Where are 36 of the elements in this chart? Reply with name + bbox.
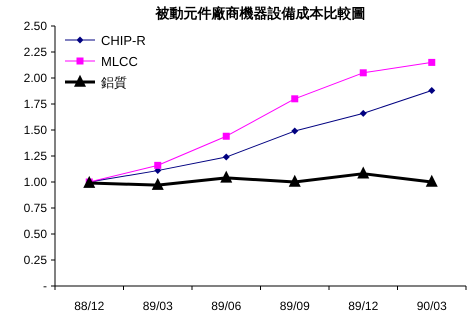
point xyxy=(291,95,298,102)
y-tick-label: 0.50 xyxy=(24,227,48,241)
legend-label: CHIP-R xyxy=(101,33,146,48)
y-tick-label: 0.25 xyxy=(24,253,48,267)
x-tick-label: 90/03 xyxy=(416,299,448,313)
legend-label: MLCC xyxy=(101,54,138,69)
y-tick-label: 1.25 xyxy=(24,149,48,163)
y-tick-label: 1.75 xyxy=(24,97,48,111)
point xyxy=(360,110,367,117)
point xyxy=(83,176,96,188)
x-tick-label: 89/09 xyxy=(280,299,310,313)
point xyxy=(428,86,436,94)
point xyxy=(222,132,230,140)
point xyxy=(357,166,370,178)
point xyxy=(288,174,301,187)
y-tick-label: 1.00 xyxy=(24,175,48,189)
point xyxy=(360,69,367,76)
y-tick-label: 1.50 xyxy=(24,123,48,137)
x-tick-label: 88/12 xyxy=(74,299,105,313)
x-tick-label: 89/06 xyxy=(211,299,242,313)
x-tick-label: 89/03 xyxy=(142,299,174,313)
y-tick-label: - xyxy=(43,279,47,293)
point xyxy=(220,170,232,183)
y-tick-label: 2.25 xyxy=(24,45,48,59)
y-tick-label: 2.50 xyxy=(24,19,48,33)
x-tick-label: 89/12 xyxy=(348,299,379,313)
point xyxy=(222,154,230,161)
point xyxy=(426,174,438,187)
point xyxy=(152,178,164,190)
point xyxy=(428,58,436,66)
point xyxy=(154,162,162,169)
legend-label: 鋁質 xyxy=(101,75,127,90)
chart-title: 被動元件廠商機器設備成本比較圖 xyxy=(154,5,366,22)
y-tick-label: 0.75 xyxy=(24,201,48,215)
point xyxy=(291,128,298,135)
y-tick-label: 2.00 xyxy=(24,71,48,85)
